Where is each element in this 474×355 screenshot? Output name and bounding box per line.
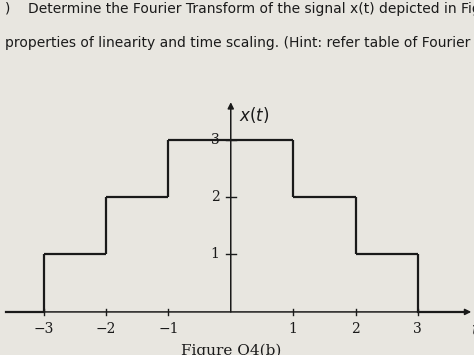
Text: ): ) <box>5 2 10 16</box>
Text: $x(t)$: $x(t)$ <box>239 105 269 125</box>
Text: Determine the Fourier Transform of the signal x(t) depicted in Figure Q4(b: Determine the Fourier Transform of the s… <box>28 2 474 16</box>
Text: −1: −1 <box>158 322 179 336</box>
Text: −2: −2 <box>96 322 116 336</box>
Text: 1: 1 <box>210 247 219 262</box>
Text: 1: 1 <box>289 322 298 336</box>
Text: −3: −3 <box>34 322 54 336</box>
Text: $t$: $t$ <box>471 322 474 339</box>
Text: 3: 3 <box>413 322 422 336</box>
Text: Figure Q4(b): Figure Q4(b) <box>181 344 281 355</box>
Text: 2: 2 <box>211 190 219 204</box>
Text: 3: 3 <box>211 133 219 147</box>
Text: properties of linearity and time scaling. (Hint: refer table of Fourier transfor: properties of linearity and time scaling… <box>5 36 474 49</box>
Text: 2: 2 <box>351 322 360 336</box>
